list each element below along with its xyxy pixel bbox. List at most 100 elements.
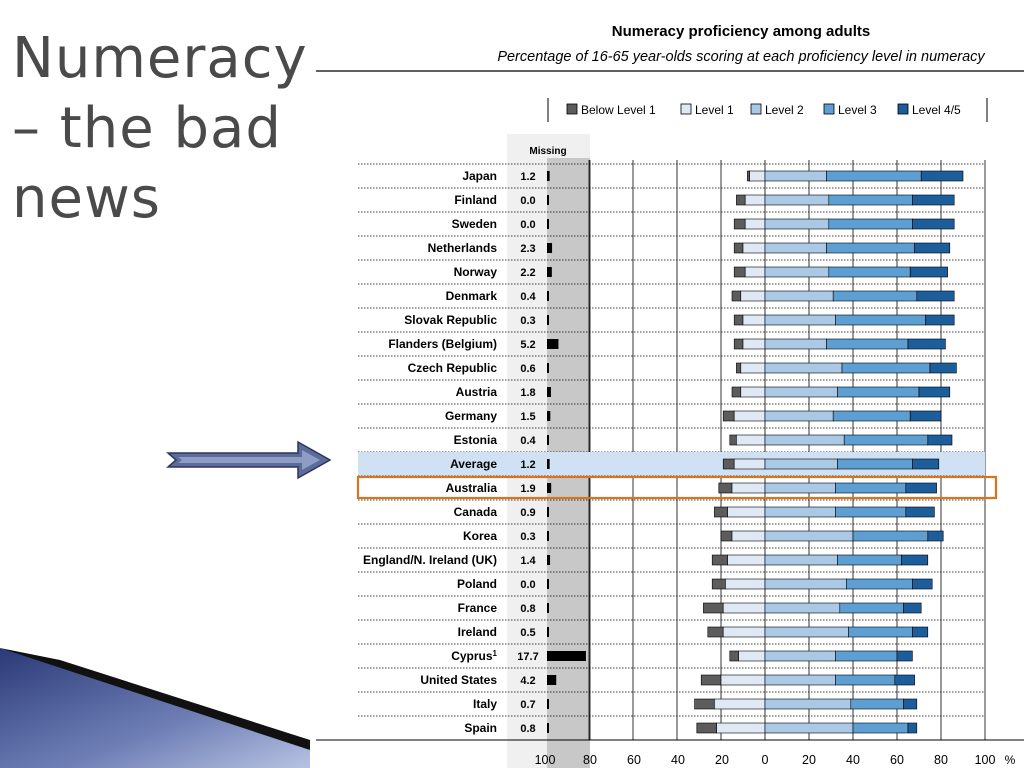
- legend-swatch: [566, 103, 578, 115]
- missing-value: 0.7: [520, 699, 535, 711]
- missing-bar: [547, 699, 549, 709]
- legend-label: Level 1: [695, 103, 734, 117]
- missing-bar: [547, 171, 550, 181]
- bar-segment-2: [722, 626, 766, 638]
- table-row: Norway 2.2: [358, 265, 985, 285]
- bar-segment-1: [722, 410, 735, 422]
- missing-bar: [547, 531, 549, 541]
- table-row: Korea 0.3: [358, 529, 985, 549]
- australia-highlight-box: [356, 475, 998, 500]
- bar-segment-1: [703, 602, 724, 614]
- table-row: Flanders (Belgium) 5.2: [358, 337, 985, 357]
- x-tick-label: 100: [975, 753, 996, 767]
- bar-segment-2: [744, 194, 766, 206]
- bar-segment-1: [736, 194, 746, 206]
- country-label: Japan: [462, 169, 497, 183]
- bar-segment-5: [914, 242, 951, 254]
- missing-bar: [547, 627, 549, 637]
- country-label: Australia: [446, 481, 498, 495]
- country-label: France: [458, 601, 498, 615]
- bar-segment-3: [764, 290, 834, 302]
- bar-segment-1: [731, 386, 742, 398]
- missing-bar: [547, 339, 559, 349]
- bar-segment-2: [740, 386, 766, 398]
- x-unit-label: %: [1005, 753, 1016, 767]
- bar-segment-5: [927, 530, 944, 542]
- country-label: Netherlands: [428, 241, 498, 255]
- bar-segment-3: [764, 626, 849, 638]
- table-row: Poland 0.0: [358, 577, 985, 597]
- bar-segment-5: [905, 482, 937, 494]
- table-row: Estonia 0.4: [358, 433, 985, 453]
- table-row: Czech Republic 0.6: [358, 361, 985, 381]
- missing-value: 0.3: [520, 531, 535, 543]
- missing-bar: [547, 363, 549, 373]
- missing-value: 0.5: [520, 627, 535, 639]
- missing-bar: [547, 411, 551, 421]
- missing-value: 0.6: [520, 363, 535, 375]
- bar-segment-4: [828, 266, 911, 278]
- legend-label: Level 2: [765, 103, 804, 117]
- chart-subtitle: Percentage of 16-65 year-olds scoring at…: [497, 49, 985, 65]
- bar-segment-5: [912, 578, 933, 590]
- bar-segment-4: [835, 482, 907, 494]
- x-tick-label: 60: [890, 753, 904, 767]
- missing-value: 1.9: [520, 483, 535, 495]
- bar-segment-3: [764, 434, 845, 446]
- country-label: Norway: [454, 265, 498, 279]
- table-row: Germany 1.5: [358, 409, 985, 429]
- table-row: Denmark 0.4: [358, 289, 985, 309]
- bar-segment-3: [764, 698, 852, 710]
- bar-segment-2: [720, 674, 766, 686]
- bar-segment-1: [733, 314, 744, 326]
- bar-segment-5: [907, 722, 918, 734]
- bar-segment-5: [903, 698, 918, 710]
- missing-bar: [547, 435, 549, 445]
- bar-segment-4: [835, 314, 926, 326]
- bar-segment-1: [700, 674, 722, 686]
- bar-segment-4: [832, 290, 918, 302]
- legend-swatch: [680, 103, 692, 115]
- bar-segment-5: [912, 194, 955, 206]
- bar-segment-1: [711, 554, 728, 566]
- missing-bar: [547, 507, 549, 517]
- missing-bar: [547, 387, 551, 397]
- bar-segment-3: [764, 722, 854, 734]
- bar-segment-2: [731, 530, 766, 542]
- x-tick-label: 80: [934, 753, 948, 767]
- missing-bar: [547, 579, 549, 589]
- missing-value: 0.9: [520, 507, 535, 519]
- bar-segment-1: [729, 650, 739, 662]
- slide-title: Numeracy – the bad news: [12, 26, 308, 231]
- bar-segment-4: [826, 242, 915, 254]
- bar-segment-1: [747, 170, 750, 182]
- bar-segment-5: [925, 314, 955, 326]
- bar-segment-2: [733, 410, 766, 422]
- x-tick-label: 20: [715, 753, 729, 767]
- bar-segment-3: [764, 578, 847, 590]
- missing-value: 0.3: [520, 315, 535, 327]
- bar-segment-3: [764, 194, 830, 206]
- bar-segment-1: [696, 722, 717, 734]
- bar-segment-3: [764, 650, 836, 662]
- bar-segment-4: [843, 434, 929, 446]
- bar-segment-1: [707, 626, 724, 638]
- country-label: Canada: [454, 505, 498, 519]
- bar-segment-1: [733, 218, 746, 230]
- bar-segment-2: [725, 578, 766, 590]
- table-row: Japan 1.2: [358, 163, 985, 189]
- country-label: Estonia: [454, 433, 498, 447]
- country-label: United States: [420, 673, 497, 687]
- table-row: Austria 1.8: [358, 385, 985, 405]
- missing-bar: [547, 651, 586, 661]
- bar-segment-3: [764, 410, 834, 422]
- bar-segment-2: [744, 266, 766, 278]
- bar-segment-3: [764, 266, 830, 278]
- bar-segment-3: [764, 602, 841, 614]
- legend-label: Level 3: [838, 103, 877, 117]
- pointer-arrow: [166, 440, 332, 480]
- legend-swatch: [750, 103, 762, 115]
- table-row: England/N. Ireland (UK) 1.4: [358, 553, 985, 573]
- bar-segment-5: [916, 290, 955, 302]
- bar-segment-3: [764, 362, 843, 374]
